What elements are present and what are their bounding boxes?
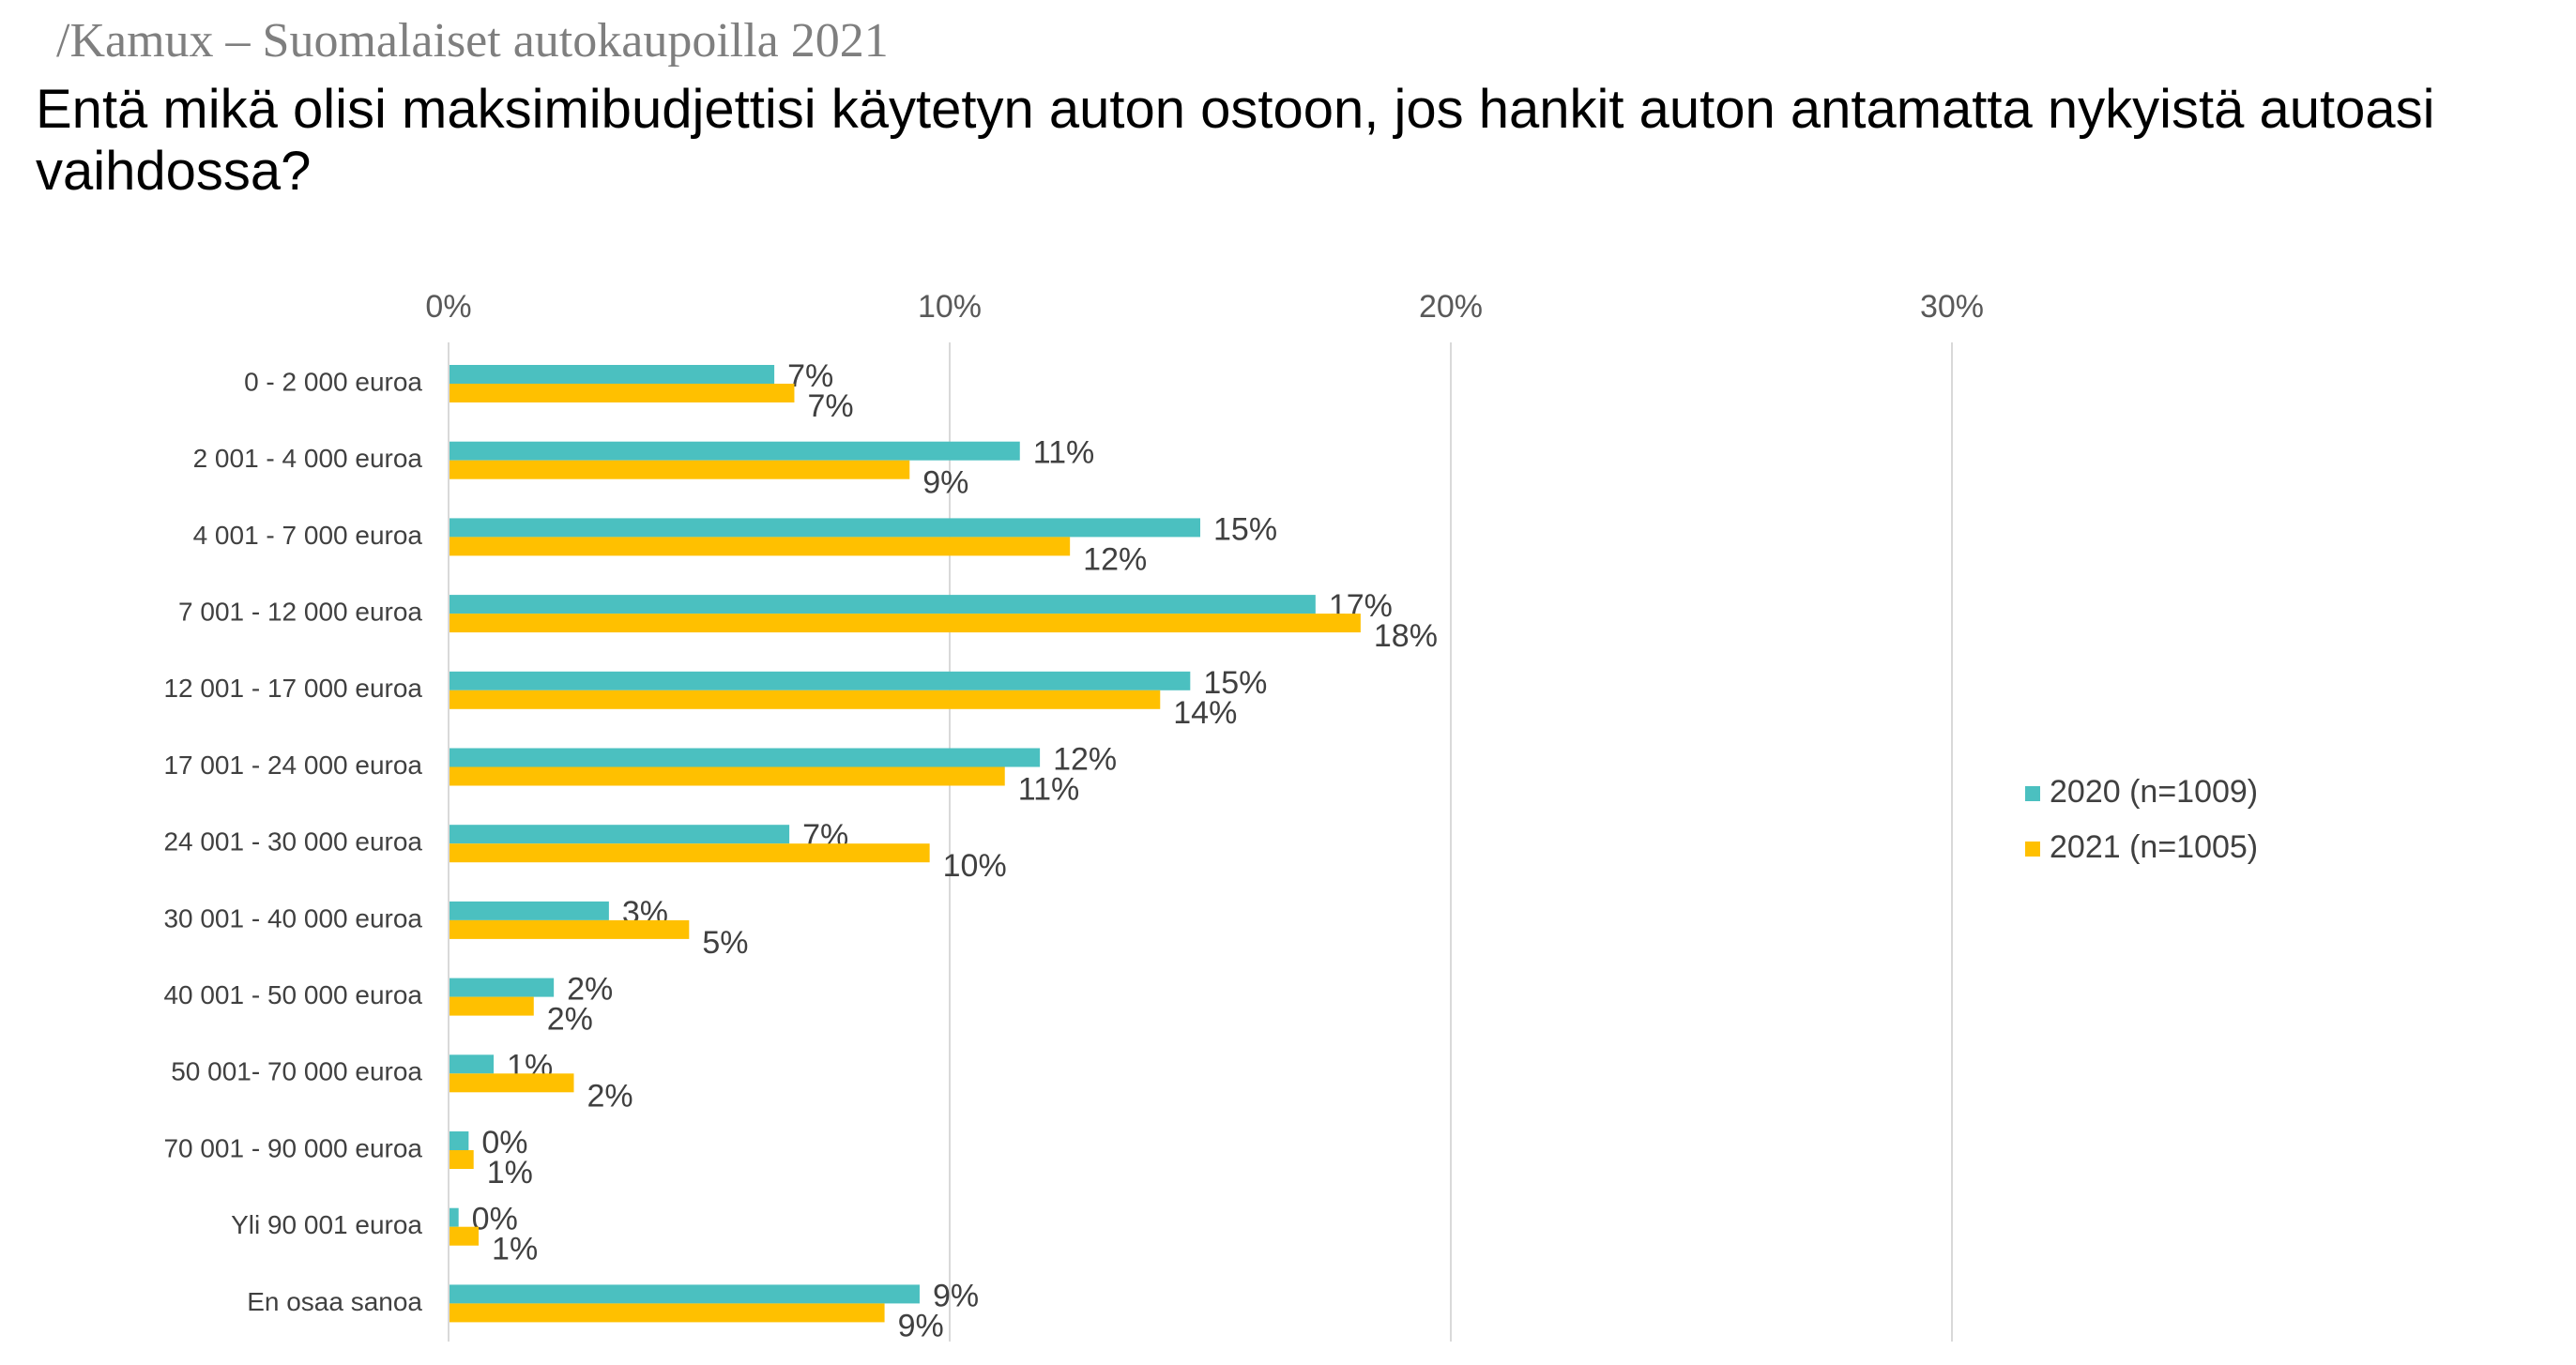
bar-2020 xyxy=(449,748,1041,767)
bar-2020 xyxy=(449,365,775,384)
category-label: 12 001 - 17 000 euroa xyxy=(163,674,422,703)
data-label: 0% xyxy=(472,1202,518,1237)
category-label: 7 001 - 12 000 euroa xyxy=(178,597,422,626)
data-label: 1% xyxy=(487,1155,533,1191)
data-label: 5% xyxy=(702,925,748,961)
category-label: 4 001 - 7 000 euroa xyxy=(193,521,423,550)
bar-2021 xyxy=(449,766,1005,786)
data-label: 7% xyxy=(787,358,833,394)
x-tick-label: 20% xyxy=(1419,289,1483,325)
category-label: 2 001 - 4 000 euroa xyxy=(193,444,423,473)
bar-2020 xyxy=(449,1054,495,1074)
category-label: En osaa sanoa xyxy=(247,1287,422,1316)
data-label: 12% xyxy=(1053,741,1117,777)
bar-2020 xyxy=(449,441,1020,461)
legend-swatch xyxy=(2025,786,2040,801)
data-label: 9% xyxy=(922,465,968,501)
bar-2020 xyxy=(449,978,555,997)
chart-title: Entä mikä olisi maksimibudjettisi käytet… xyxy=(36,79,2435,202)
bar-2021 xyxy=(449,919,690,939)
category-label: 17 001 - 24 000 euroa xyxy=(163,751,422,780)
category-label: 30 001 - 40 000 euroa xyxy=(163,903,422,933)
bar-2021 xyxy=(449,384,795,402)
legend-item-2021: 2021 (n=1005) xyxy=(2025,829,2258,865)
bar-2020 xyxy=(449,671,1191,690)
category-label: 70 001 - 90 000 euroa xyxy=(163,1133,422,1162)
bar-2021 xyxy=(449,537,1071,556)
data-label: 15% xyxy=(1203,665,1267,701)
bar-2021 xyxy=(449,460,910,479)
legend-label: 2021 (n=1005) xyxy=(2050,829,2258,865)
bar-2020 xyxy=(449,595,1316,614)
category-label: 0 - 2 000 euroa xyxy=(244,367,422,396)
data-label: 0% xyxy=(481,1125,527,1160)
source-caption: /Kamux – Suomalaiset autokaupoilla 2021 xyxy=(56,14,889,68)
x-tick-label: 0% xyxy=(425,289,471,325)
data-label: 11% xyxy=(1033,435,1095,471)
bar-2021 xyxy=(449,1226,480,1246)
bar-2021 xyxy=(449,1303,885,1323)
data-label: 2% xyxy=(567,972,613,1008)
bar-2020 xyxy=(449,1284,920,1304)
legend-label: 2020 (n=1009) xyxy=(2050,774,2258,810)
x-tick-label: 30% xyxy=(1920,289,1984,325)
legend-item-2020: 2020 (n=1009) xyxy=(2025,774,2258,810)
data-label: 1% xyxy=(492,1232,538,1267)
category-label: 40 001 - 50 000 euroa xyxy=(163,980,422,1009)
bar-2020 xyxy=(449,1207,459,1227)
data-label: 7% xyxy=(807,388,853,424)
bar-2020 xyxy=(449,518,1200,538)
data-label: 9% xyxy=(898,1308,944,1343)
data-label: 14% xyxy=(1173,695,1237,731)
data-label: 18% xyxy=(1374,618,1438,654)
bar-2021 xyxy=(449,614,1361,633)
bar-2020 xyxy=(449,825,790,844)
bar-2021 xyxy=(449,996,534,1016)
bar-2021 xyxy=(449,1073,574,1093)
data-label: 2% xyxy=(547,1002,593,1038)
legend-swatch xyxy=(2025,842,2040,857)
category-label: 50 001- 70 000 euroa xyxy=(171,1057,422,1086)
data-label: 2% xyxy=(587,1078,633,1114)
x-tick-label: 10% xyxy=(918,289,982,325)
data-label: 9% xyxy=(933,1278,979,1313)
bar-2020 xyxy=(449,901,609,920)
category-label: Yli 90 001 euroa xyxy=(231,1210,422,1239)
data-label: 10% xyxy=(943,848,1007,884)
data-label: 11% xyxy=(1018,771,1080,807)
data-label: 15% xyxy=(1213,511,1277,547)
bar-2021 xyxy=(449,843,930,863)
bar-2021 xyxy=(449,1150,474,1169)
bar-2021 xyxy=(449,690,1161,709)
data-label: 12% xyxy=(1083,541,1147,577)
category-label: 24 001 - 30 000 euroa xyxy=(163,827,422,857)
bar-2020 xyxy=(449,1131,469,1150)
